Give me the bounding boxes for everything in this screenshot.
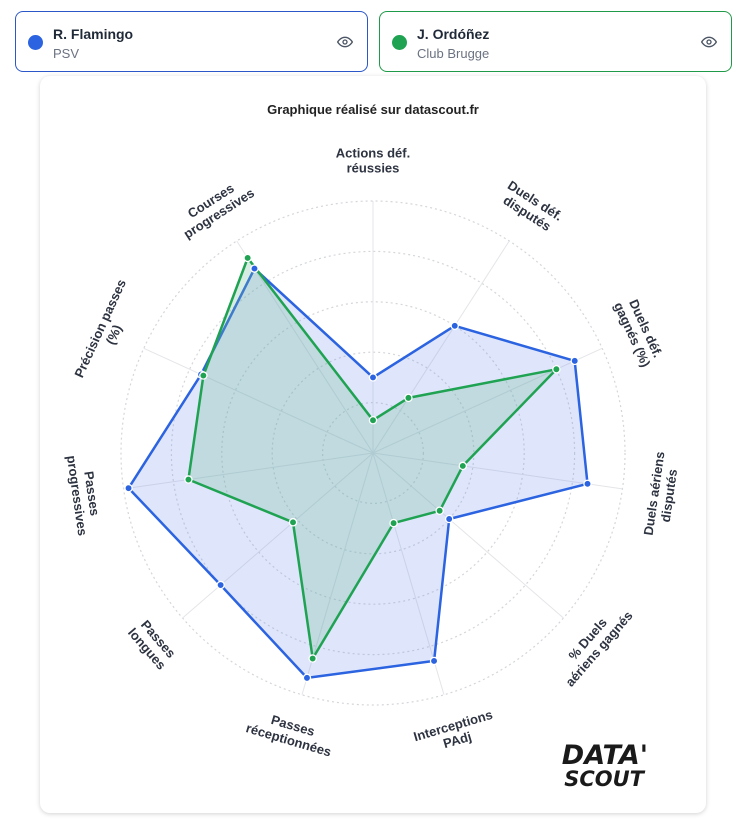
grid-ring	[120, 200, 626, 706]
axis-label: % Duelsaériens gagnés	[551, 598, 636, 689]
data-point-1	[429, 656, 439, 666]
data-point-2	[184, 475, 193, 484]
axis-label-line: réussies	[347, 161, 400, 176]
grid-spoke	[182, 452, 374, 619]
data-point-1	[450, 321, 459, 331]
eye-icon[interactable]	[701, 34, 717, 50]
axis-label: Duels déf.disputés	[497, 178, 565, 237]
data-point-1	[368, 373, 378, 382]
axis-label: Duels déf.gagnés (%)	[611, 294, 667, 370]
player-card-ordonez[interactable]: J. Ordóñez Club Brugge	[379, 11, 732, 72]
data-point-2	[199, 371, 208, 380]
data-point-2	[389, 518, 398, 528]
player-color-dot	[28, 35, 43, 50]
radar-chart: Graphique réalisé sur datascout.fr Actio…	[64, 102, 683, 791]
data-point-2	[288, 518, 298, 527]
grid-ring	[170, 250, 576, 656]
player-color-dot	[392, 35, 407, 50]
radar-chart-card: Graphique réalisé sur datascout.fr Actio…	[40, 76, 706, 813]
data-point-1	[583, 479, 592, 489]
grid-spoke	[236, 240, 374, 454]
grid-ring	[221, 301, 525, 605]
grid-spoke	[372, 452, 564, 619]
axis-label-line: Passes	[81, 470, 102, 517]
data-point-2	[368, 415, 378, 425]
data-point-1	[250, 264, 259, 273]
data-point-2	[404, 393, 413, 403]
data-point-2	[308, 654, 317, 663]
player-name: R. Flamingo	[53, 26, 134, 42]
axis-label: Passeslongues	[125, 615, 180, 672]
logo-line-1: DATA'	[562, 740, 648, 771]
grid-spoke	[372, 452, 445, 695]
grid-spoke	[372, 347, 603, 454]
data-point-1	[216, 580, 225, 590]
data-point-2	[458, 461, 468, 471]
data-point-2	[243, 253, 252, 263]
data-point-1	[444, 514, 454, 524]
data-point-1	[570, 356, 579, 366]
data-point-1	[124, 483, 133, 493]
axis-label: Passesprogressives	[64, 452, 105, 536]
data-point-1	[302, 673, 312, 683]
eye-icon[interactable]	[337, 34, 353, 50]
axis-label: Actions déf. réussies	[336, 146, 410, 176]
logo-line-2: SCOUT	[564, 767, 645, 791]
axis-label: Coursesprogressives	[173, 172, 257, 241]
player-club: Club Brugge	[417, 46, 490, 61]
grid-ring	[322, 402, 425, 505]
series-area-2	[187, 256, 558, 660]
axis-label: Précision passes(%)	[71, 277, 142, 386]
player-club: PSV	[53, 46, 80, 61]
axis-label: Passesréceptionnées	[244, 706, 337, 760]
player-card-flamingo[interactable]: R. Flamingo PSV	[15, 11, 368, 72]
axis-label: InterceptionsPAdj	[412, 707, 499, 759]
data-point-2	[435, 506, 444, 516]
grid-spoke	[143, 347, 374, 454]
datascout-logo: DATA' SCOUT	[562, 740, 648, 791]
grid-spoke	[123, 452, 374, 490]
data-point-2	[552, 365, 561, 374]
player-name: J. Ordóñez	[417, 26, 490, 42]
axis-label: Duels aériensdisputés	[641, 451, 683, 539]
chart-caption: Graphique réalisé sur datascout.fr	[267, 102, 479, 117]
grid-spoke	[372, 240, 510, 454]
grid-spoke	[372, 452, 623, 490]
axis-label-line: Actions déf.	[336, 146, 410, 161]
